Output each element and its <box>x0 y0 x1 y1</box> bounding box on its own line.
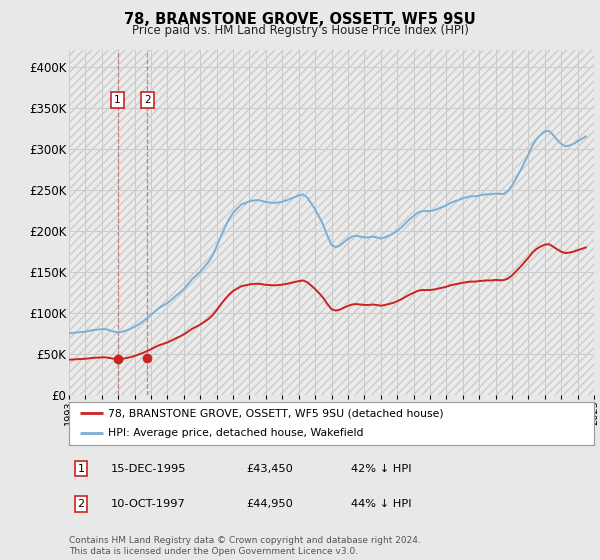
Text: Price paid vs. HM Land Registry's House Price Index (HPI): Price paid vs. HM Land Registry's House … <box>131 24 469 36</box>
Text: 15-DEC-1995: 15-DEC-1995 <box>111 464 187 474</box>
Text: 42% ↓ HPI: 42% ↓ HPI <box>351 464 412 474</box>
Text: 2: 2 <box>144 95 151 105</box>
Text: 1: 1 <box>114 95 121 105</box>
Text: 44% ↓ HPI: 44% ↓ HPI <box>351 499 412 509</box>
Text: 1: 1 <box>77 464 85 474</box>
Text: HPI: Average price, detached house, Wakefield: HPI: Average price, detached house, Wake… <box>109 428 364 438</box>
Text: £44,950: £44,950 <box>246 499 293 509</box>
Text: Contains HM Land Registry data © Crown copyright and database right 2024.
This d: Contains HM Land Registry data © Crown c… <box>69 536 421 556</box>
Text: £43,450: £43,450 <box>246 464 293 474</box>
Text: 2: 2 <box>77 499 85 509</box>
Text: 78, BRANSTONE GROVE, OSSETT, WF5 9SU (detached house): 78, BRANSTONE GROVE, OSSETT, WF5 9SU (de… <box>109 408 444 418</box>
Text: 78, BRANSTONE GROVE, OSSETT, WF5 9SU: 78, BRANSTONE GROVE, OSSETT, WF5 9SU <box>124 12 476 27</box>
Text: 10-OCT-1997: 10-OCT-1997 <box>111 499 186 509</box>
